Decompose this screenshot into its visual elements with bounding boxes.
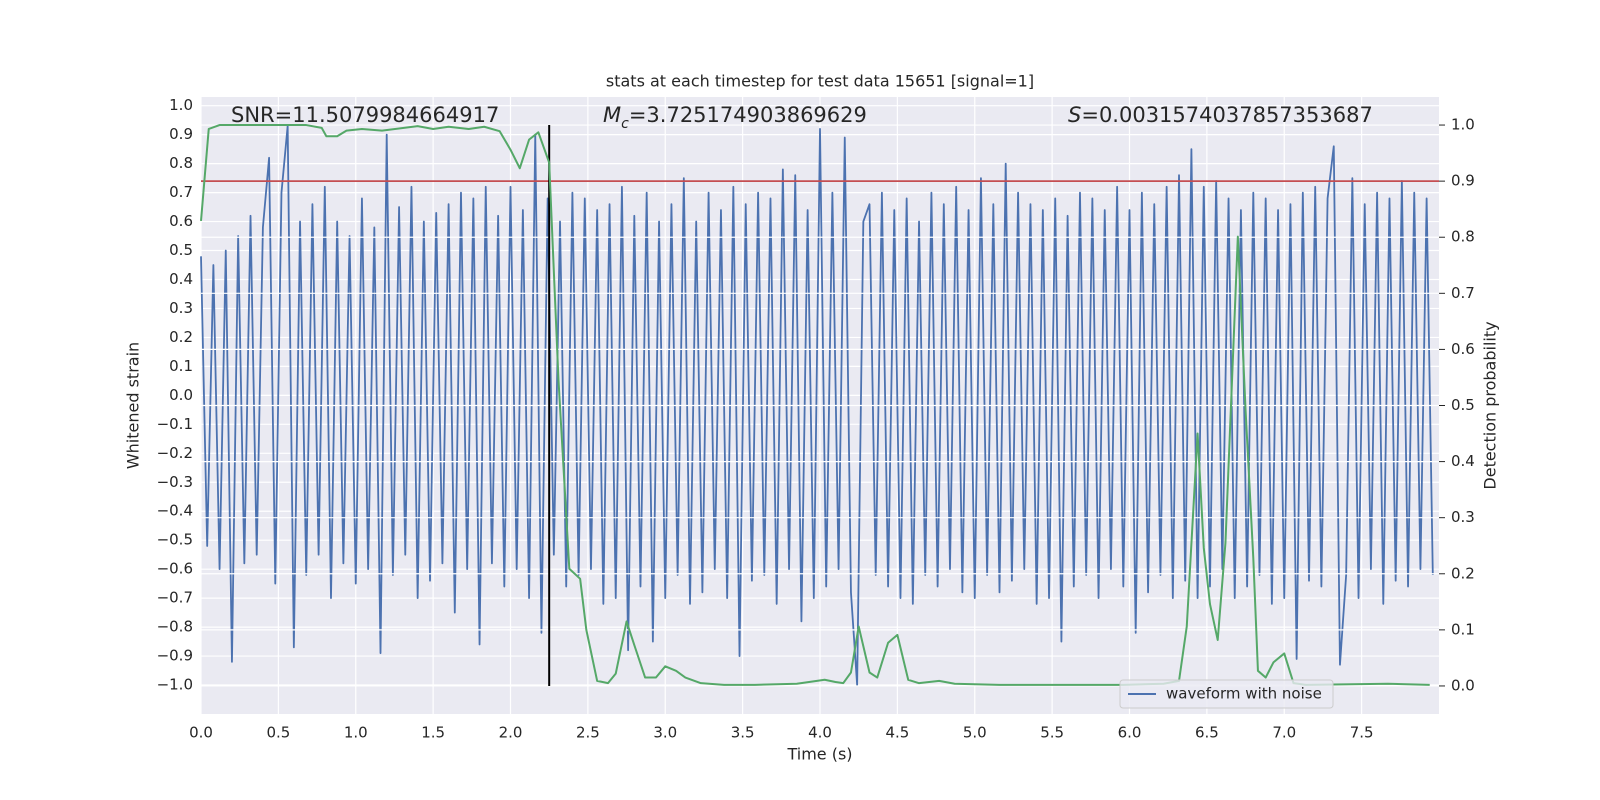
y2-tick-label: 0.4 xyxy=(1451,452,1475,470)
annotation: Mc=3.725174903869629 xyxy=(603,103,867,132)
x-tick-label: 7.0 xyxy=(1272,724,1296,742)
y-tick-label: 0.6 xyxy=(169,212,193,230)
annotation-text: =3.725174903869629 xyxy=(629,103,867,127)
x-tick-label: 6.0 xyxy=(1118,724,1142,742)
legend-label: waveform with noise xyxy=(1166,685,1322,703)
annotation-text: SNR=11.5079984664917 xyxy=(231,103,499,127)
y-tick-label: 0.7 xyxy=(169,183,193,201)
x-tick-label: 3.0 xyxy=(653,724,677,742)
x-tick-label: 1.5 xyxy=(421,724,445,742)
y-tick-label: 1.0 xyxy=(169,96,193,114)
x-tick-label: 0.0 xyxy=(189,724,213,742)
y2-tick-label: 0.5 xyxy=(1451,396,1475,414)
y-tick-label: −0.6 xyxy=(157,560,193,578)
x-tick-label: 0.5 xyxy=(266,724,290,742)
y-tick-label: 0.4 xyxy=(169,270,193,288)
y2-axis-label: Detection probability xyxy=(1481,321,1500,489)
annotation-text: =0.0031574037857353687 xyxy=(1081,103,1373,127)
y-tick-label: 0.1 xyxy=(169,357,193,375)
y-tick-label: −0.2 xyxy=(157,444,193,462)
y2-tick-label: 0.1 xyxy=(1451,620,1475,638)
x-tick-label: 5.5 xyxy=(1040,724,1064,742)
x-tick-label: 1.0 xyxy=(344,724,368,742)
y-tick-label: −0.7 xyxy=(157,589,193,607)
y2-tick-label: 0.6 xyxy=(1451,340,1475,358)
annotation-symbol: S xyxy=(1068,103,1081,127)
x-tick-label: 4.0 xyxy=(808,724,832,742)
legend-box xyxy=(1119,679,1334,709)
x-tick-label: 4.5 xyxy=(885,724,909,742)
y-tick-label: −0.3 xyxy=(157,473,193,491)
y2-tick-label: 1.0 xyxy=(1451,116,1475,134)
y-tick-label: −0.9 xyxy=(157,647,193,665)
y-tick-label: −0.4 xyxy=(157,502,193,520)
y2-tick-label: 0.8 xyxy=(1451,228,1475,246)
data-line xyxy=(200,125,1434,686)
y-tick-label: 0.0 xyxy=(169,386,193,404)
y2-tick-label: 0.9 xyxy=(1451,172,1475,190)
y-tick-label: −1.0 xyxy=(157,676,193,694)
data-line xyxy=(200,124,1430,686)
y-tick-label: −0.5 xyxy=(157,531,193,549)
y-tick-label: 0.9 xyxy=(169,125,193,143)
x-axis-label: Time (s) xyxy=(786,745,852,764)
y-tick-label: 0.3 xyxy=(169,299,193,317)
annotation: SNR=11.5079984664917 xyxy=(231,103,499,127)
y-tick-label: −0.8 xyxy=(157,618,193,636)
x-tick-label: 2.5 xyxy=(576,724,600,742)
x-tick-label: 3.5 xyxy=(731,724,755,742)
y-axis-label: Whitened strain xyxy=(124,342,143,469)
x-tick-label: 6.5 xyxy=(1195,724,1219,742)
x-tick-label: 5.0 xyxy=(963,724,987,742)
annotation-symbol: M xyxy=(603,103,621,127)
y2-tick-label: 0.2 xyxy=(1451,564,1475,582)
x-tick-label: 7.5 xyxy=(1350,724,1374,742)
chart-title: stats at each timestep for test data 156… xyxy=(606,72,1034,91)
y-tick-label: −0.1 xyxy=(157,415,193,433)
annotation: S=0.0031574037857353687 xyxy=(1068,103,1373,127)
y-tick-label: 0.2 xyxy=(169,328,193,346)
annotation-subscript: c xyxy=(621,116,629,132)
y2-tick-label: 0.3 xyxy=(1451,508,1475,526)
y2-tick-label: 0.0 xyxy=(1451,676,1475,694)
y-tick-label: 0.5 xyxy=(169,241,193,259)
y-tick-label: 0.8 xyxy=(169,154,193,172)
y2-tick-label: 0.7 xyxy=(1451,284,1475,302)
x-tick-label: 2.0 xyxy=(499,724,523,742)
